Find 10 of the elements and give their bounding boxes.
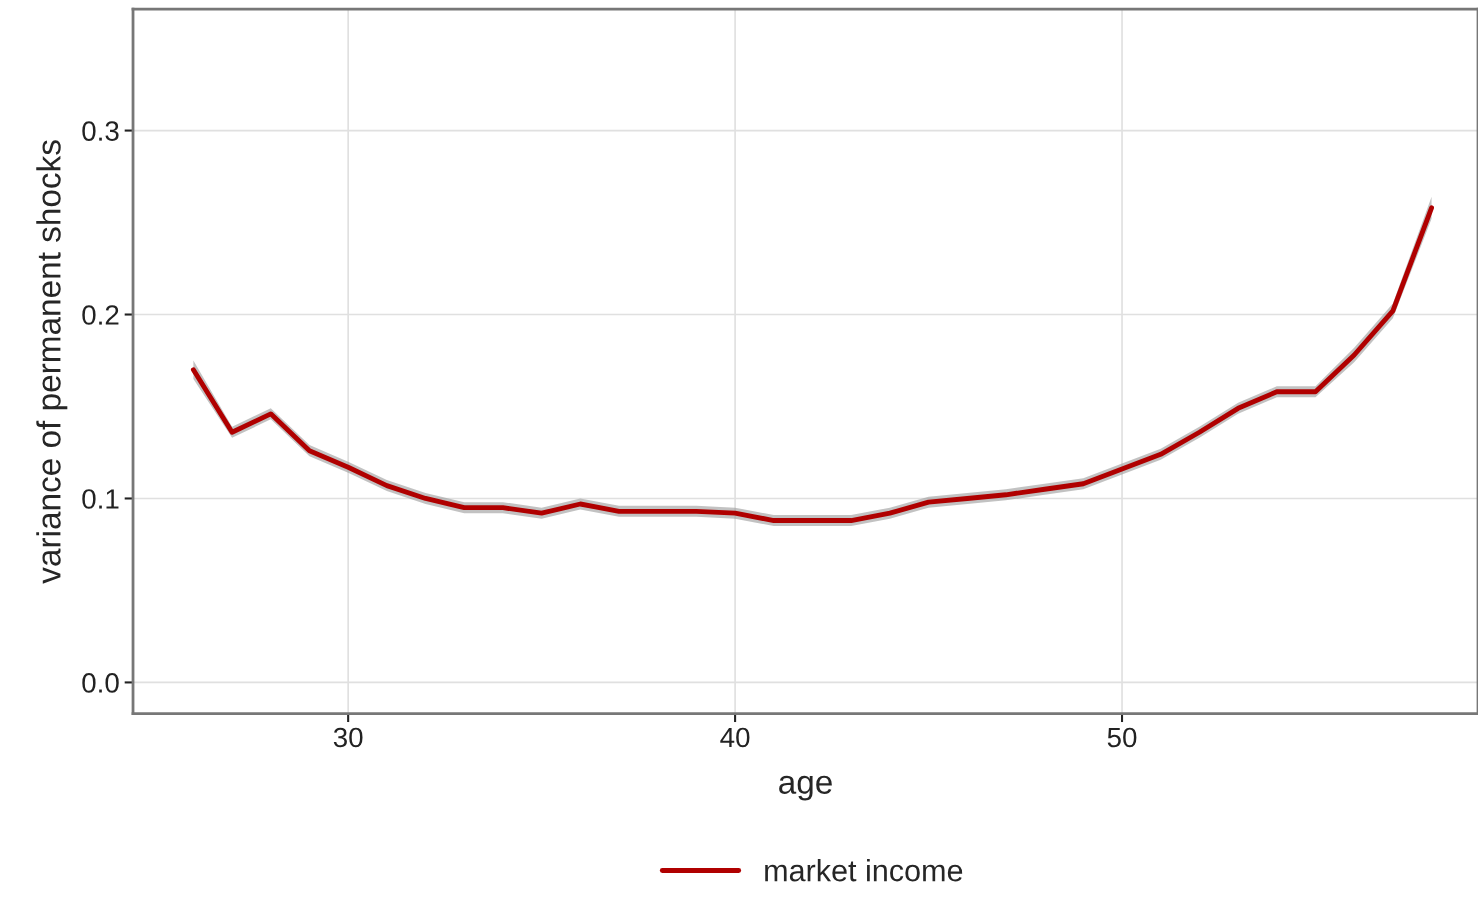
y-tick-label: 0.1 [82,489,119,509]
legend-label: market income [765,859,963,882]
x-tick-label: 30 [333,727,363,748]
y-tick-label: 0.2 [82,305,119,325]
x-axis-title: age [779,775,832,801]
x-tick-label: 50 [1107,727,1137,748]
y-tick-label: 0.0 [82,673,119,693]
x-tick-label: 40 [720,727,750,748]
y-axis-title: variance of permanent shocks [36,140,68,584]
y-tick-label: 0.3 [82,121,119,141]
